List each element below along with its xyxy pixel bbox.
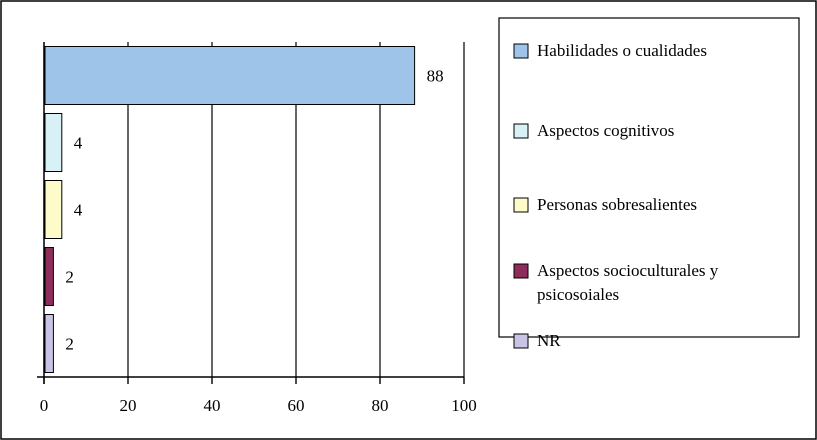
legend-label-4-line-1: Aspectos socioculturales y — [537, 261, 719, 280]
x-tick-label-40: 40 — [204, 396, 221, 415]
legend-label-4-line-2: psicosoiales — [537, 285, 619, 304]
bar-5 — [44, 314, 54, 373]
legend-label-3: Personas sobresalientes — [537, 195, 697, 214]
bar-3 — [44, 180, 63, 239]
x-tick-label-20: 20 — [120, 396, 137, 415]
x-tick-labels: 0 20 40 60 80 100 — [40, 396, 477, 415]
bar-2 — [44, 113, 63, 172]
data-label-2: 4 — [74, 134, 83, 153]
x-tick-label-80: 80 — [372, 396, 389, 415]
x-tick-label-100: 100 — [451, 396, 477, 415]
bar-1 — [44, 46, 416, 105]
x-tick-label-0: 0 — [40, 396, 49, 415]
legend-label-5: NR — [537, 331, 561, 350]
x-tick-label-60: 60 — [288, 396, 305, 415]
bars — [44, 46, 416, 373]
legend: Habilidades o cualidades Aspectos cogniti… — [498, 17, 800, 350]
legend-swatch-2 — [513, 123, 529, 139]
legend-label-2: Aspectos cognitivos — [537, 121, 674, 140]
data-label-1: 88 — [427, 67, 444, 86]
data-label-4: 2 — [65, 268, 74, 287]
legend-swatch-4 — [513, 263, 529, 279]
data-label-5: 2 — [65, 335, 74, 354]
legend-swatch-1 — [513, 43, 529, 59]
data-labels: 88 4 4 2 2 — [65, 67, 443, 354]
legend-box — [498, 17, 800, 338]
axes — [37, 42, 465, 384]
legend-label-1: Habilidades o cualidades — [537, 41, 707, 60]
legend-swatch-3 — [513, 197, 529, 213]
data-label-3: 4 — [74, 201, 83, 220]
legend-swatch-5 — [513, 333, 529, 349]
bar-4 — [44, 247, 54, 306]
